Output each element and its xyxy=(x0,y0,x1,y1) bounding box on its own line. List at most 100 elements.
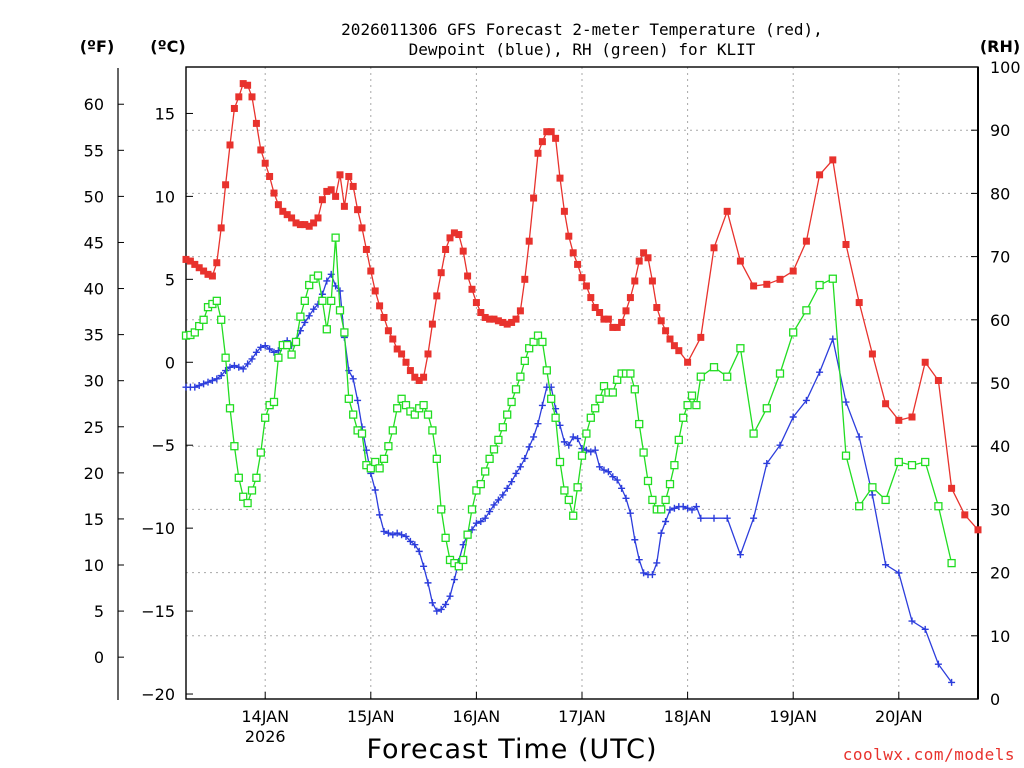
rh-point xyxy=(762,404,771,413)
chart-title-line-2: Dewpoint (blue), RH (green) for KLIT xyxy=(409,40,756,59)
grid-lines xyxy=(186,67,978,699)
rh-point xyxy=(454,562,463,571)
rh-point xyxy=(485,454,494,463)
temperature-point xyxy=(380,313,388,321)
rh-point xyxy=(195,321,204,331)
temperature-point xyxy=(868,350,876,358)
dewpoint-point xyxy=(191,383,199,391)
rh-point xyxy=(657,505,666,514)
temperature-point xyxy=(362,245,370,253)
rh-tick-label: 80 xyxy=(990,184,1010,203)
temperature-point xyxy=(305,222,313,230)
temperature-point xyxy=(618,318,626,326)
dewpoint-point xyxy=(349,375,357,383)
dewpoint-point xyxy=(534,420,542,428)
dewpoint-point xyxy=(450,576,458,584)
dewpoint-point xyxy=(631,536,639,544)
temperature-point xyxy=(283,211,291,219)
temperature-point xyxy=(323,187,331,195)
dewpoint-point xyxy=(248,355,256,363)
dewpoint-point xyxy=(477,518,485,526)
temperature-point xyxy=(622,307,630,315)
axes xyxy=(117,66,979,700)
temperature-point xyxy=(750,282,758,290)
rh-point xyxy=(305,280,314,290)
rh-line xyxy=(185,237,953,568)
dewpoint-point xyxy=(670,504,678,512)
fahrenheit-tick-label: 20 xyxy=(84,464,104,483)
rh-point xyxy=(212,296,221,305)
dewpoint-point xyxy=(521,454,529,462)
temperature-point xyxy=(261,159,269,167)
dewpoint-point xyxy=(618,484,626,492)
temperature-point xyxy=(521,275,529,283)
dewpoint-point xyxy=(710,514,718,522)
temperature-point xyxy=(974,526,982,534)
temperature-point xyxy=(433,292,441,300)
rh-point xyxy=(630,385,639,394)
temperature-point xyxy=(578,274,586,282)
rh-point xyxy=(234,473,243,482)
dewpoint-point xyxy=(239,365,247,373)
rh-point xyxy=(274,353,283,362)
rh-point xyxy=(723,372,732,381)
dewpoint-point xyxy=(591,446,599,454)
celsius-tick-label: −10 xyxy=(141,519,175,538)
rh-axis-unit: (RH) xyxy=(980,37,1020,56)
temperature-point xyxy=(288,214,296,222)
dewpoint-point xyxy=(802,396,810,404)
rh-point xyxy=(802,306,811,315)
rh-point xyxy=(591,404,600,413)
dewpoint-point xyxy=(503,484,511,492)
dewpoint-point xyxy=(336,287,344,295)
temperature-point xyxy=(349,182,357,190)
dewpoint-point xyxy=(472,519,480,527)
rh-point xyxy=(648,495,657,505)
temperature-point xyxy=(402,358,410,366)
temperature-point xyxy=(587,294,595,302)
dewpoint-point xyxy=(310,305,318,313)
rh-point xyxy=(221,353,230,362)
rh-point xyxy=(503,410,512,419)
dewpoint-point xyxy=(882,561,890,569)
rh-point xyxy=(595,394,604,403)
dewpoint-point xyxy=(446,592,454,600)
dewpoint-point xyxy=(411,541,419,549)
rh-point xyxy=(635,419,644,429)
rh-point xyxy=(608,388,617,397)
temperature-point xyxy=(635,257,643,265)
temperature-point xyxy=(494,317,502,325)
rh-point xyxy=(520,356,529,366)
temperature-point xyxy=(442,245,450,253)
rh-point xyxy=(560,486,569,495)
temperature-point xyxy=(332,192,340,200)
fahrenheit-tick-label: 45 xyxy=(84,233,104,252)
temperature-point xyxy=(512,315,520,323)
rh-point xyxy=(749,429,758,438)
temperature-point xyxy=(829,156,837,164)
dewpoint-point xyxy=(323,277,331,285)
dewpoint-point xyxy=(626,509,634,517)
dewpoint-point xyxy=(437,605,445,613)
temperature-point xyxy=(420,373,428,381)
rh-point xyxy=(547,394,556,403)
dewpoint-point xyxy=(230,362,238,370)
rh-point xyxy=(366,464,375,473)
dewpoint-point xyxy=(578,445,586,453)
x-axis-title: Forecast Time (UTC) xyxy=(366,734,657,765)
temperature-point xyxy=(653,304,661,312)
dewpoint-point xyxy=(402,532,410,540)
temperature-point xyxy=(486,315,494,323)
fahrenheit-tick-label: 55 xyxy=(84,141,104,160)
rh-point xyxy=(775,369,785,378)
temperature-point xyxy=(516,307,524,315)
rh-point xyxy=(225,404,235,413)
temperature-point xyxy=(525,237,533,245)
fahrenheit-tick-label: 0 xyxy=(94,648,104,667)
temperature-point xyxy=(266,172,274,180)
dewpoint-point xyxy=(622,494,630,502)
temperature-point xyxy=(455,231,463,239)
rh-point xyxy=(300,296,309,305)
dewpoint-point xyxy=(525,443,533,451)
rh-point xyxy=(507,397,516,407)
